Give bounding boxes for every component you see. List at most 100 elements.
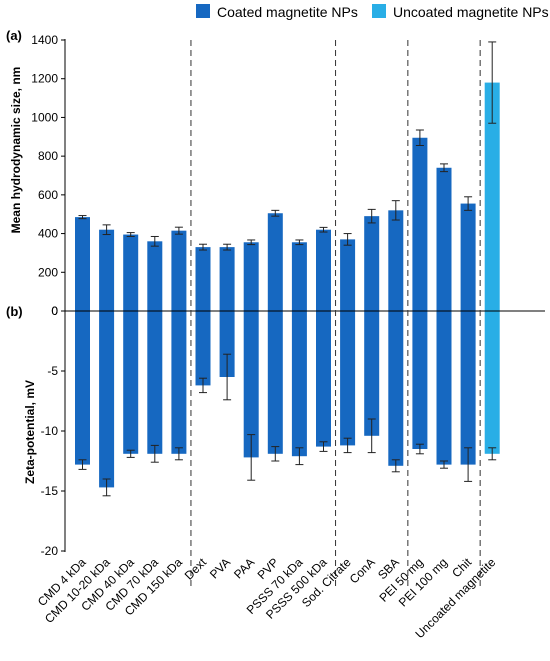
panel-b-bar <box>460 311 476 465</box>
panel-a-error-bar <box>343 233 352 246</box>
panel-a-error-bar <box>78 215 87 220</box>
panel-a-size-chart: (a) Mean hydrodynamic size, nm 0 200 400 60… <box>6 28 500 318</box>
panel-b-error-bar <box>223 353 232 401</box>
category-label: ConA <box>347 555 378 586</box>
panel-b-ytick-tick-label: -5 <box>47 364 58 378</box>
panel-b-error-bar <box>367 418 376 454</box>
panel-b-bar <box>340 311 356 446</box>
panel-a-error-bar <box>102 224 111 236</box>
panel-b-error-bars <box>78 353 497 497</box>
panel-b-ytick-tick-label: -15 <box>41 484 59 498</box>
panel-b-bar <box>316 311 331 447</box>
panel-b-bar <box>484 311 500 454</box>
panel-a-error-bar <box>247 239 256 246</box>
panel-b-zeta-chart: (b) Zeta-potential, mV 0 -5 -10 -15 -20 <box>6 304 500 558</box>
panel-b-bar <box>75 311 90 465</box>
panel-b-bar <box>219 311 235 377</box>
panel-b-label: (b) <box>6 304 23 319</box>
panel-b-ytick-tick-label: 0 <box>51 304 58 318</box>
panel-b-error-bar <box>78 459 87 470</box>
panel-a-ytick-tick-label: 1400 <box>31 33 58 47</box>
panel-b-error-bar <box>150 444 159 463</box>
panel-a-error-bar <box>150 235 159 247</box>
category-label: PVA <box>207 555 233 581</box>
panel-a-bar <box>412 137 428 311</box>
panel-a-bar <box>484 82 500 311</box>
legend-swatch-uncoated <box>372 4 386 18</box>
panel-b-error-bar <box>271 446 280 462</box>
panel-b-bar <box>195 311 211 386</box>
panel-b-error-bar <box>319 441 328 452</box>
panel-b-error-bar <box>247 434 256 481</box>
panel-a-error-bar <box>223 243 232 251</box>
category-label: Dext <box>182 555 210 583</box>
panel-a-bar <box>267 213 283 311</box>
legend-item-uncoated: Uncoated magnetite NPs <box>372 4 549 20</box>
panel-a-ytick-tick-label: 800 <box>38 149 58 163</box>
panel-b-error-bar <box>102 478 111 497</box>
panel-b-ylabel: Zeta-potential, mV <box>23 380 37 484</box>
panel-b-bar <box>364 311 380 436</box>
panel-b-error-bar <box>415 443 424 455</box>
panel-a-error-bars <box>78 41 497 251</box>
panel-a-ytick-tick-label: 200 <box>38 265 58 279</box>
legend: Coated magnetite NPs Uncoated magnetite … <box>196 4 549 20</box>
panel-b-ytick-tick-label: -10 <box>41 424 59 438</box>
panel-b-error-bar <box>295 447 304 466</box>
panel-b-bar <box>291 311 307 457</box>
panel-b-error-bar <box>343 437 352 454</box>
panel-b-error-bar <box>199 377 207 394</box>
panel-a-error-bar <box>126 232 135 237</box>
panel-a-error-bar <box>295 239 304 246</box>
panel-a-ytick-tick-label: 0 <box>51 304 58 318</box>
panel-a-error-bar <box>488 41 497 124</box>
panel-a-bar <box>99 229 115 311</box>
panel-a-bar <box>219 247 235 311</box>
panel-a-error-bar <box>391 200 400 221</box>
panel-b-bar <box>388 311 404 466</box>
panel-b-bar <box>99 311 115 488</box>
panel-b-error-bar <box>126 449 135 458</box>
panel-b-bar <box>436 311 452 465</box>
panel-b-bars <box>75 311 500 488</box>
panel-a-bar <box>243 242 259 311</box>
panel-b-bar <box>123 311 139 454</box>
panel-a-ytick-tick-label: 400 <box>38 227 58 241</box>
panel-a-bar <box>171 230 187 311</box>
panel-a-bar <box>316 229 331 311</box>
panel-b-error-bar <box>488 447 497 461</box>
panel-a-error-bar <box>319 226 328 233</box>
panel-b-bar <box>243 311 259 458</box>
panel-b-yticks: 0 -5 -10 -15 -20 <box>41 304 65 558</box>
panel-a-error-bar <box>367 208 376 224</box>
panel-a-bar <box>147 241 163 311</box>
panel-a-bar <box>195 247 211 311</box>
panel-b-bar <box>171 311 187 454</box>
panel-b-error-bar <box>391 459 400 473</box>
panel-a-bars <box>75 82 500 311</box>
panel-a-error-bar <box>174 226 183 235</box>
panel-a-bar <box>460 203 476 311</box>
category-label: PAA <box>231 555 257 581</box>
panel-b-bar <box>412 311 428 449</box>
panel-b-error-bar <box>174 447 183 461</box>
panel-a-error-bar <box>271 209 280 217</box>
panel-a-error-bar <box>440 163 448 173</box>
panel-a-bar <box>291 242 307 311</box>
panel-a-bar <box>364 216 380 311</box>
panel-b-ytick-tick-label: -20 <box>41 544 59 558</box>
legend-label-uncoated: Uncoated magnetite NPs <box>393 4 549 20</box>
panel-a-bar <box>123 234 139 311</box>
legend-label-coated: Coated magnetite NPs <box>217 4 358 20</box>
panel-a-error-bar <box>199 243 207 251</box>
panel-a-bar <box>388 210 404 311</box>
panel-a-ytick-tick-label: 1000 <box>31 110 58 124</box>
panel-b-bar <box>147 311 163 454</box>
panel-a-error-bar <box>415 129 424 146</box>
panel-a-ytick-tick-label: 600 <box>38 188 58 202</box>
group-separators <box>190 40 481 590</box>
panel-a-ylabel: Mean hydrodynamic size, nm <box>9 67 23 234</box>
panel-a-yticks: 0 200 400 600 800 1000 1200 1400 <box>31 33 65 318</box>
